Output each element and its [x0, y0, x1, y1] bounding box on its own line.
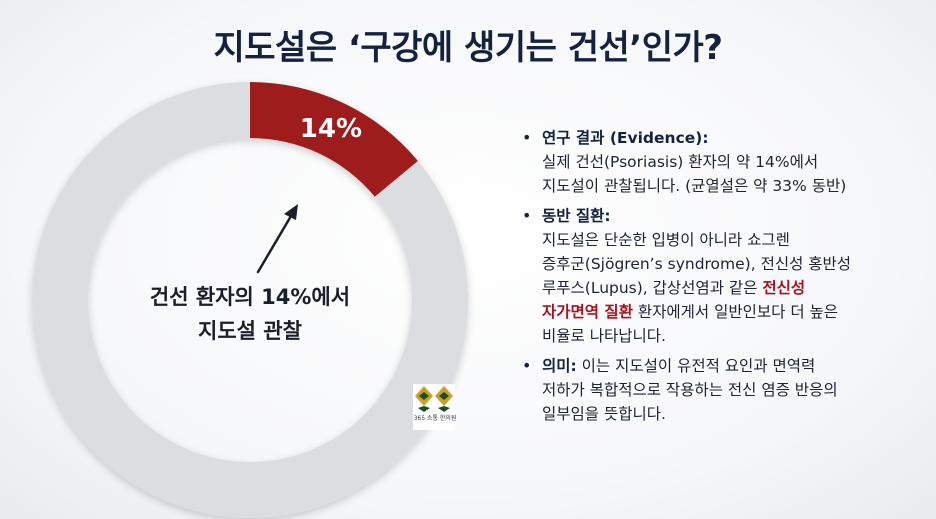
diamond-pair-icon — [413, 384, 455, 430]
bullet-dot: • — [522, 206, 532, 225]
emphasis-text: 자가면역 질환 — [542, 303, 633, 321]
center-label-line-2: 지도설 관찰 — [198, 319, 302, 343]
slice-label: 14% — [300, 114, 362, 144]
center-label: 건선 환자의 14%에서 지도설 관찰 — [125, 280, 375, 348]
bullet-text-mixed: 루푸스(Lupus), 갑상선염과 같은 전신성 — [542, 276, 925, 300]
donut-slice-highlight — [250, 82, 418, 197]
bullet-text: 환자에게서 일반인보다 더 높은 — [632, 303, 839, 321]
emphasis-text: 전신성 — [762, 279, 806, 297]
bullet-list: • 연구 결과 (Evidence): 실제 건선(Psoriasis) 환자의… — [520, 126, 925, 432]
bullet-text: 증후군(Sjögren’s syndrome), 전신성 홍반성 — [542, 255, 852, 273]
bullet-dot: • — [522, 128, 532, 147]
bullet-heading: 의미: — [542, 357, 577, 375]
bullet-text: 루푸스(Lupus), 갑상선염과 같은 — [542, 279, 763, 297]
bullet-dot: • — [522, 356, 532, 375]
bullet-heading: 연구 결과 (Evidence): — [542, 129, 709, 147]
bullet-meaning: • 의미: 이는 지도설이 유전적 요인과 면역력 저하가 복합적으로 작용하는… — [520, 354, 925, 426]
bullet-text: 실제 건선(Psoriasis) 환자의 약 14%에서 — [542, 153, 819, 171]
bullet-text: 지도설은 단순한 입병이 아니라 쇼그렌 — [542, 231, 790, 249]
logo-caption: 365 소통 한의원 — [413, 415, 457, 422]
bullet-text: 지도설이 관찰됩니다. (균열설은 약 33% 동반) — [542, 177, 847, 195]
bullet-text: 비율로 나타납니다. — [542, 327, 666, 345]
page-title: 지도설은 ‘구강에 생기는 건선’인가? — [213, 28, 723, 68]
bullet-text: 일부임을 뜻합니다. — [542, 405, 666, 423]
bullet-text: 저하가 복합적으로 작용하는 전신 염증 반응의 — [542, 381, 838, 399]
bullet-comorbidity: • 동반 질환: 지도설은 단순한 입병이 아니라 쇼그렌 증후군(Sjögre… — [520, 204, 925, 348]
bullet-heading: 동반 질환: — [542, 207, 611, 225]
center-label-line-1: 건선 환자의 14%에서 — [149, 285, 351, 309]
bullet-text: 이는 지도설이 유전적 요인과 면역력 — [576, 357, 816, 375]
donut-chart: 14% — [31, 82, 468, 518]
bullet-text-mixed: 의미: 이는 지도설이 유전적 요인과 면역력 — [542, 354, 925, 378]
bullet-text-mixed: 자가면역 질환 환자에게서 일반인보다 더 높은 — [542, 300, 925, 324]
annotation-arrow — [256, 204, 298, 274]
bullet-evidence: • 연구 결과 (Evidence): 실제 건선(Psoriasis) 환자의… — [520, 126, 925, 198]
